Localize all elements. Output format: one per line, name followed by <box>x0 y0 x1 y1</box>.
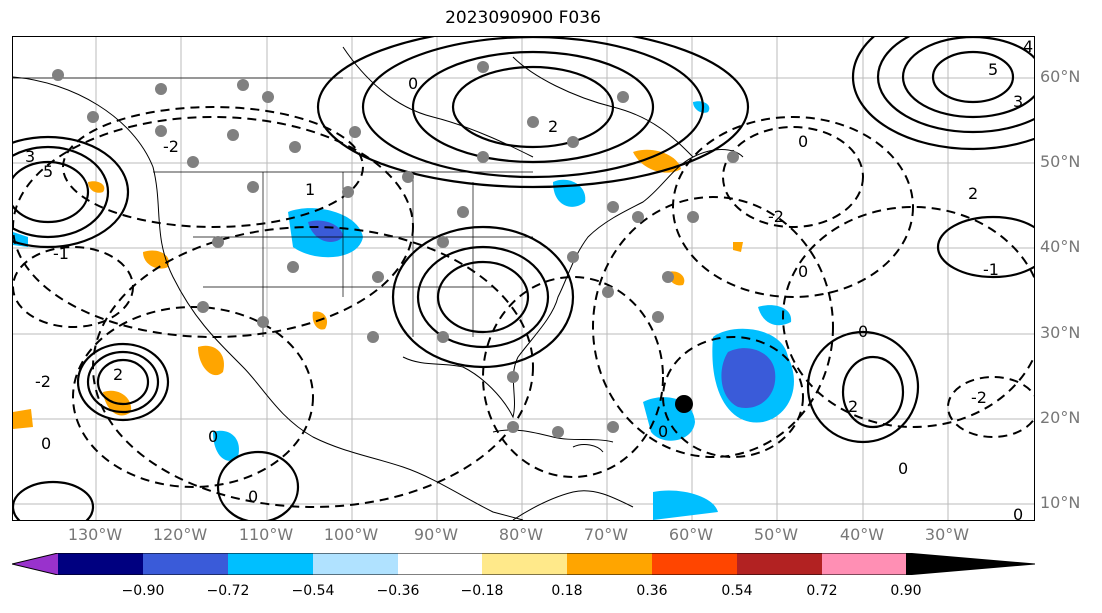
contour-label: -2 <box>971 388 987 407</box>
contour-label: 0 <box>408 74 418 93</box>
lat-label: 10°N <box>1040 493 1081 512</box>
lon-label: 80°W <box>498 525 544 544</box>
colorbar-tick-label: 0.90 <box>890 583 922 599</box>
colorbar-segment <box>313 553 398 575</box>
contour-label: 0 <box>798 262 808 281</box>
chart-title: 2023090900 F036 <box>445 8 601 28</box>
lat-label: 30°N <box>1040 323 1081 342</box>
state-borders <box>13 77 533 337</box>
colorbar-tick-label: −0.90 <box>121 583 165 599</box>
contour-label: -1 <box>983 260 999 279</box>
contour-label: 5 <box>988 60 998 79</box>
contour-label: 0 <box>898 459 908 478</box>
lon-label: 120°W <box>152 525 208 544</box>
lat-label: 20°N <box>1040 408 1081 427</box>
colorbar-tick-label: −0.72 <box>206 583 250 599</box>
contour-label: 0 <box>658 422 668 441</box>
lon-label: 60°W <box>668 525 714 544</box>
colorbar-tick-label: 0.18 <box>551 583 583 599</box>
colorbar-tick-label: 0.54 <box>721 583 753 599</box>
shading-negative <box>13 101 794 520</box>
colorbar-segment <box>143 553 228 575</box>
colorbar-tick-label: −0.36 <box>376 583 420 599</box>
colorbar-segment <box>482 553 567 575</box>
colorbar-tick-label: −0.18 <box>460 583 504 599</box>
shading-positive <box>13 149 743 429</box>
contour-label: 0 <box>858 322 868 341</box>
contour-label-group: 0 2 5 3 4 0 5 3 -2 1 -1 2 -2 0 0 0 0 0 -… <box>25 37 1033 524</box>
colorbar-tick-label: 0.72 <box>806 583 838 599</box>
contour-label: 1 <box>305 180 315 199</box>
contour-label: 2 <box>113 365 123 384</box>
storm-center-marker <box>675 395 693 413</box>
colorbar-segment <box>228 553 313 575</box>
colorbar-extend-low <box>12 553 58 575</box>
colorbar-segment <box>652 553 737 575</box>
colorbar-tick-label: −0.54 <box>291 583 335 599</box>
lon-label: 130°W <box>67 525 123 544</box>
lat-label: 40°N <box>1040 237 1081 256</box>
lat-label: 50°N <box>1040 152 1081 171</box>
colorbar-segment <box>737 553 822 575</box>
lon-label: 70°W <box>583 525 629 544</box>
contour-label: 0 <box>208 427 218 446</box>
contour-label: 3 <box>1013 92 1023 111</box>
contour-label: -1 <box>53 244 69 263</box>
contour-label: 0 <box>41 434 51 453</box>
contour-label: -2 <box>35 372 51 391</box>
colorbar-segment <box>398 553 482 575</box>
colorbar-segment <box>822 553 906 575</box>
colorbar <box>12 553 1035 575</box>
lon-label: 50°W <box>753 525 799 544</box>
contour-label: -2 <box>768 207 784 226</box>
colorbar-extend-high <box>906 553 1035 575</box>
colorbar-tick-label: 0.36 <box>636 583 668 599</box>
contour-label: 5 <box>43 162 53 181</box>
contour-label: 2 <box>968 184 978 203</box>
lon-label: 90°W <box>413 525 459 544</box>
lon-label: 100°W <box>323 525 379 544</box>
colorbar-segment <box>567 553 652 575</box>
lat-label: 60°N <box>1040 67 1081 86</box>
contour-label: 0 <box>798 132 808 151</box>
contour-label: 2 <box>848 397 858 416</box>
contour-label: 0 <box>248 487 258 506</box>
station-dots <box>52 61 739 438</box>
contour-label: 4 <box>1023 37 1033 56</box>
colorbar-segment <box>58 553 143 575</box>
contour-label: 0 <box>1013 505 1023 520</box>
lon-label: 30°W <box>924 525 970 544</box>
coastlines <box>12 46 744 521</box>
map-svg: 0 2 5 3 4 0 5 3 -2 1 -1 2 -2 0 0 0 0 0 -… <box>0 3 1095 534</box>
lon-label: 110°W <box>238 525 294 544</box>
map-panel: 0 2 5 3 4 0 5 3 -2 1 -1 2 -2 0 0 0 0 0 -… <box>0 3 1095 534</box>
lon-label: 40°W <box>839 525 885 544</box>
contour-label: 2 <box>548 117 558 136</box>
contours-negative <box>12 106 1044 508</box>
contour-label: -2 <box>163 137 179 156</box>
contour-label: 3 <box>25 147 35 166</box>
